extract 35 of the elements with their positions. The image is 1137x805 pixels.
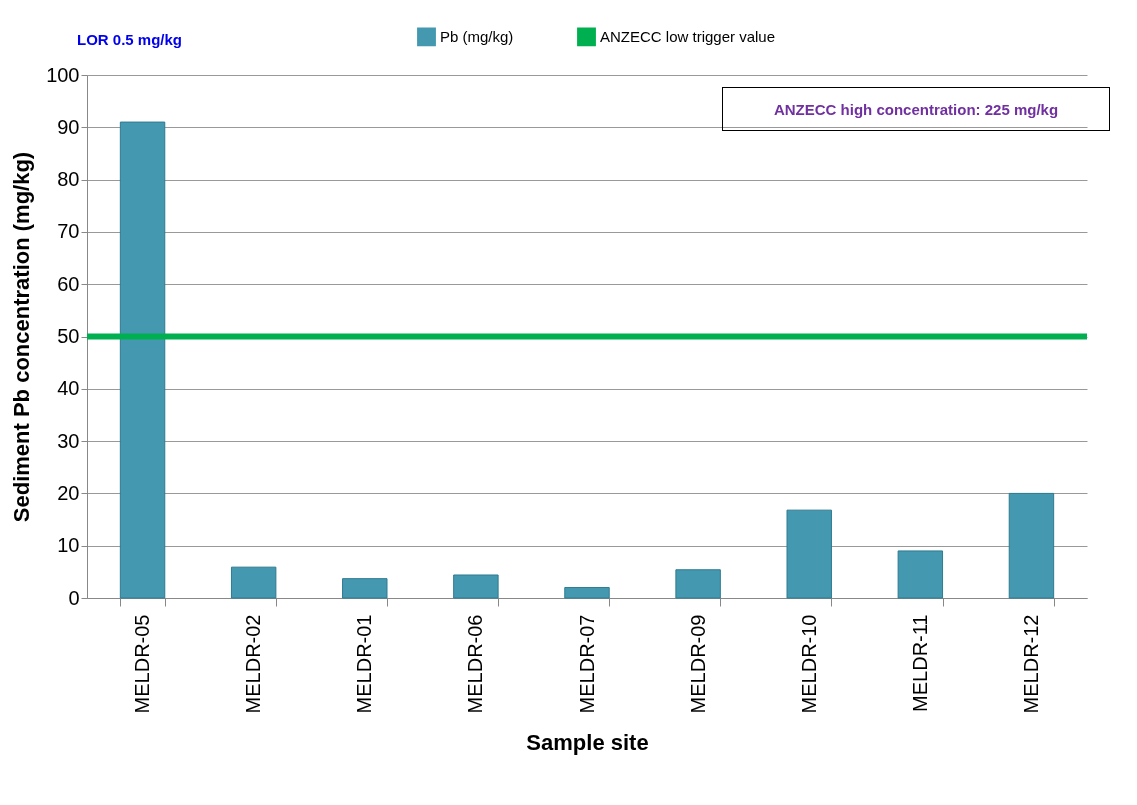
- bar: [897, 550, 944, 599]
- y-tick-label: 80: [57, 168, 80, 191]
- bar: [342, 578, 388, 599]
- x-tick-label: MELDR-02: [242, 614, 265, 714]
- y-axis-title: Sediment Pb concentration (mg/kg): [9, 151, 35, 523]
- x-tick-label: MELDR-05: [131, 614, 154, 714]
- y-tick-label: 50: [57, 325, 80, 347]
- y-tick-label: 60: [57, 272, 80, 295]
- x-axis-title: Sample site: [526, 730, 649, 756]
- y-tick-label: 20: [57, 481, 80, 504]
- bar: [786, 509, 832, 599]
- x-tick-label: MELDR-01: [353, 614, 376, 714]
- y-tick-label: 30: [57, 429, 80, 452]
- bar: [230, 566, 277, 599]
- x-tick-label: MELDR-07: [575, 614, 598, 714]
- bar: [675, 569, 721, 599]
- legend-label: Pb (mg/kg): [440, 27, 514, 45]
- y-tick-label: 10: [57, 534, 80, 557]
- y-tick-label: 0: [68, 586, 80, 609]
- bar: [453, 574, 499, 599]
- y-tick-label: 40: [57, 377, 80, 400]
- x-tick-label: MELDR-10: [797, 614, 820, 714]
- bar: [119, 121, 166, 599]
- x-tick-label: MELDR-06: [464, 614, 487, 714]
- text: LOR 0.5 mg/kg: [77, 31, 183, 48]
- y-tick-label: 70: [57, 220, 80, 243]
- y-tick-label: 90: [57, 115, 80, 138]
- x-tick-label: MELDR-09: [686, 614, 709, 714]
- x-tick-label: MELDR-11: [908, 614, 931, 712]
- bar: [564, 587, 610, 599]
- legend-label: ANZECC low trigger value: [600, 27, 776, 45]
- y-tick-label: 100: [46, 63, 80, 86]
- bar: [1008, 492, 1055, 599]
- text-box: ANZECC high concentration: 225 mg/kg: [722, 87, 1110, 131]
- x-tick-label: MELDR-12: [1019, 614, 1042, 714]
